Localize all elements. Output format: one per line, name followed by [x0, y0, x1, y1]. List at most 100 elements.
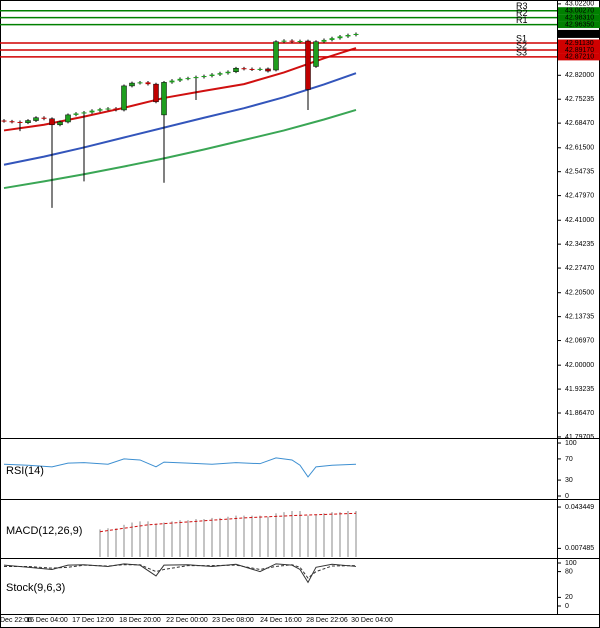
- level-value-box: [558, 39, 600, 47]
- level-name: S2: [516, 40, 527, 50]
- y-tick-label: 42.47970: [565, 192, 594, 199]
- x-tick-label: 28 Dec 22:06: [306, 617, 348, 624]
- candle-body: [1, 120, 7, 122]
- level-value: 42.91130: [565, 40, 594, 47]
- x-tick-label: 23 Dec 08:00: [212, 617, 254, 624]
- y-tick-label: 42.06970: [565, 337, 594, 344]
- level-value: 42.96350: [565, 21, 594, 28]
- y-tick-label: 80: [565, 568, 573, 575]
- x-tick-label: 22 Dec 00:00: [166, 617, 208, 624]
- y-tick-label: 0.007485: [565, 545, 594, 552]
- candle-body: [353, 33, 359, 35]
- level-value-box: [558, 21, 600, 29]
- candle-body: [129, 82, 135, 87]
- y-tick-label: 43.02200: [565, 1, 594, 8]
- candle-body: [209, 74, 215, 77]
- candle-body: [281, 40, 287, 42]
- candle-body: [169, 80, 175, 83]
- indicator-line: [3, 108, 357, 190]
- y-tick-label: 42.20500: [565, 290, 594, 297]
- y-tick-label: 70: [565, 456, 573, 463]
- level-name: S3: [516, 47, 527, 57]
- candle-body: [57, 121, 63, 126]
- candle-body: [329, 38, 335, 40]
- candle-body: [265, 68, 271, 72]
- candle-body: [257, 68, 263, 70]
- candle-body: [225, 71, 231, 74]
- y-tick-label: 42.54735: [565, 169, 594, 176]
- candle-body: [185, 78, 191, 80]
- candle-body: [217, 73, 223, 75]
- x-tick-label: 30 Dec 04:00: [351, 617, 393, 624]
- y-tick-label: 0.043449: [565, 504, 594, 511]
- candle-body: [345, 34, 351, 37]
- candle-body: [81, 112, 87, 114]
- candle-body: [201, 76, 207, 78]
- candle-body: [9, 121, 15, 123]
- y-tick-label: 41.93235: [565, 386, 594, 393]
- y-tick-label: 20: [565, 594, 573, 601]
- candle-body: [137, 82, 143, 84]
- candle-body: [337, 36, 343, 39]
- candle-body: [313, 41, 319, 67]
- current-price-box: [558, 29, 600, 38]
- candle-body: [97, 109, 103, 111]
- indicator-line: [3, 457, 357, 478]
- x-tick-label: 18 Dec 20:00: [119, 617, 161, 624]
- x-tick-label: 17 Dec 12:00: [72, 617, 114, 624]
- candle-body: [145, 82, 151, 85]
- current-price: 42.93705: [565, 31, 594, 38]
- x-tick-label: Dec 22:06: [0, 617, 32, 624]
- y-tick-label: 100: [565, 560, 577, 567]
- candle-body: [161, 82, 167, 116]
- panel-title: MACD(12,26,9): [6, 525, 82, 537]
- y-tick-label: 42.68470: [565, 120, 594, 127]
- y-tick-label: 0: [565, 603, 569, 610]
- candle-body: [249, 68, 255, 70]
- candle-body: [17, 121, 23, 123]
- candle-body: [153, 83, 159, 103]
- y-tick-label: 100: [565, 440, 577, 447]
- y-tick-label: 42.27470: [565, 265, 594, 272]
- candle-body: [65, 114, 71, 123]
- y-tick-label: 41.79705: [565, 434, 594, 441]
- y-tick-label: 42.61500: [565, 145, 594, 152]
- candle-body: [73, 113, 79, 115]
- level-name: R3: [516, 1, 528, 11]
- y-tick-label: 42.75235: [565, 96, 594, 103]
- panel-title: RSI(14): [6, 465, 44, 477]
- candle-body: [289, 40, 295, 42]
- candle-body: [193, 77, 199, 79]
- candle-body: [305, 40, 311, 90]
- candle-body: [241, 68, 247, 70]
- x-tick-label: 24 Dec 16:00: [260, 617, 302, 624]
- candle-body: [105, 108, 111, 110]
- level-value-box: [558, 7, 600, 15]
- indicator-line: [3, 563, 357, 584]
- candle-body: [113, 108, 119, 110]
- candle-body: [321, 39, 327, 42]
- y-tick-label: 42.41000: [565, 217, 594, 224]
- level-name: S1: [516, 33, 527, 43]
- y-tick-label: 42.00000: [565, 362, 594, 369]
- indicator-line: [4, 564, 357, 579]
- candle-body: [273, 41, 279, 71]
- candle-body: [177, 78, 183, 81]
- candle-body: [41, 117, 47, 119]
- panel-title: Stock(9,6,3): [6, 582, 65, 594]
- level-name: R1: [516, 15, 528, 25]
- level-value: 42.98310: [565, 14, 594, 21]
- level-value-box: [558, 46, 600, 54]
- level-value-box: [558, 14, 600, 22]
- y-tick-label: 30: [565, 477, 573, 484]
- candle-body: [49, 118, 55, 126]
- level-value: 42.89170: [565, 47, 594, 54]
- level-value: 43.00270: [565, 8, 594, 15]
- y-tick-label: 42.82000: [565, 72, 594, 79]
- candle-body: [89, 110, 95, 113]
- indicator-line: [3, 72, 357, 166]
- level-name: R2: [516, 8, 528, 18]
- y-tick-label: 41.86470: [565, 410, 594, 417]
- candle-body: [121, 85, 127, 111]
